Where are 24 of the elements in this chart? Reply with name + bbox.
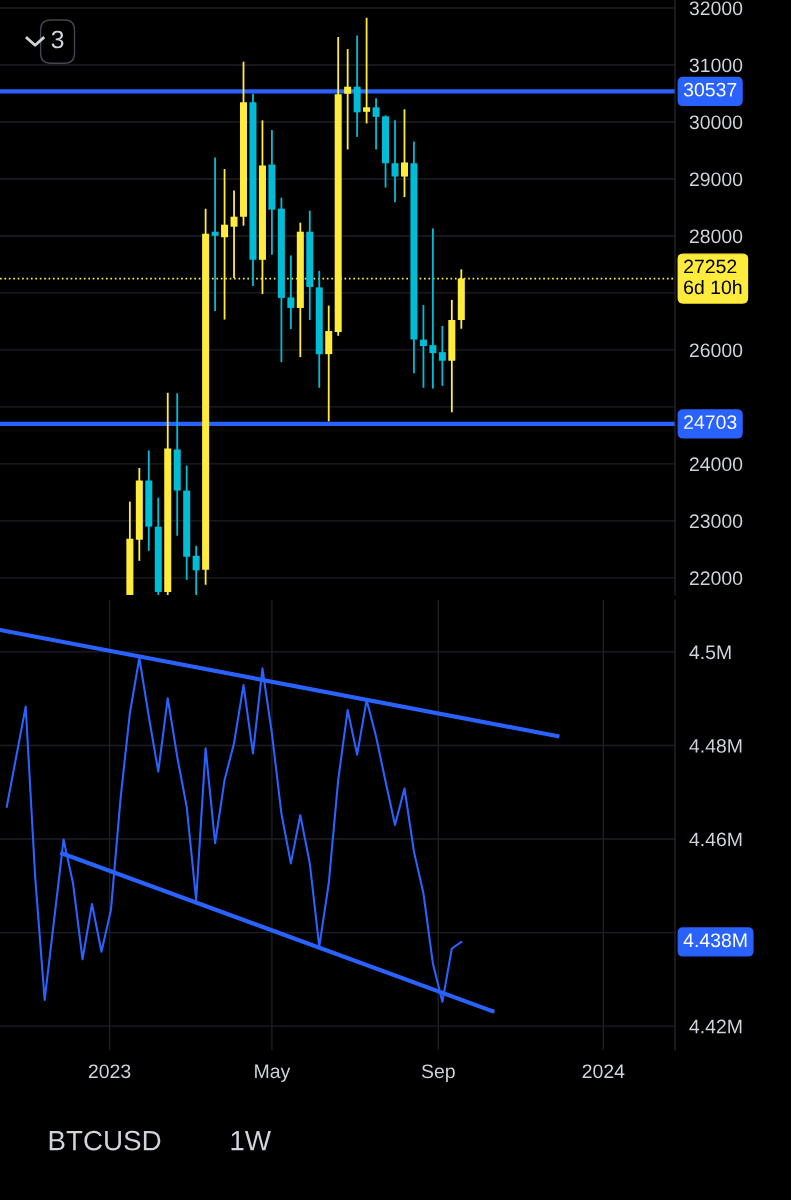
y-tick-label: 28000	[689, 229, 743, 244]
text: 4.438M	[683, 933, 747, 948]
y-tick-label: 24000	[689, 457, 743, 472]
text: 1W	[231, 1131, 271, 1151]
y-tick-label: 22000	[689, 571, 743, 586]
x-tick-label: 2023	[88, 1064, 131, 1079]
x-tick-label: 2024	[582, 1064, 625, 1079]
y-tick-label: 4.46M	[689, 832, 742, 847]
ref-line-label: 30537	[683, 82, 737, 97]
y-tick-label: 31000	[689, 58, 743, 73]
y-tick-label: 30000	[689, 115, 743, 130]
y-tick-label: 32000	[689, 1, 743, 16]
ref-line-label: 27252 6d 10h	[684, 259, 742, 295]
y-tick-label: 23000	[689, 514, 743, 529]
x-tick-label: May	[255, 1064, 291, 1083]
y-tick-label: 4.5M	[689, 645, 731, 660]
y-tick-label: 4.48M	[689, 738, 742, 753]
y-tick-label: 4.42M	[689, 1019, 742, 1034]
y-tick-label: 29000	[689, 172, 743, 187]
annotation: 3	[51, 30, 64, 49]
y-tick-label: 26000	[689, 343, 743, 358]
ref-line-label: 24703	[684, 415, 737, 430]
x-tick-label: Sep	[421, 1064, 455, 1083]
text: BTCUSD	[49, 1130, 161, 1151]
